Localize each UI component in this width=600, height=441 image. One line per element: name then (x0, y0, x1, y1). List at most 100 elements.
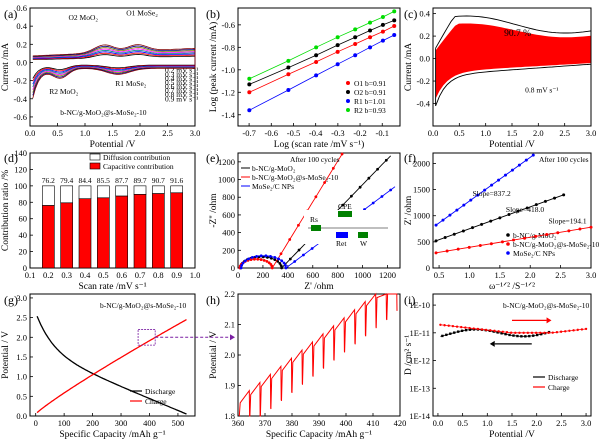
data-point (353, 35, 358, 40)
x-tick-label: 200 (86, 418, 99, 428)
data-point (368, 35, 373, 40)
data-point (310, 247, 314, 250)
data-point (273, 255, 277, 259)
y-tick-label: 80 (19, 197, 28, 207)
y-tick-label: -1.2 (222, 87, 235, 97)
data-point (489, 329, 492, 332)
capacitive-percent: 90.7 % (504, 29, 531, 39)
data-point (259, 258, 263, 261)
data-point (297, 248, 301, 252)
data-point (464, 326, 467, 329)
data-point (239, 266, 243, 270)
data-point (264, 254, 268, 258)
y-tick-label: 1000 (413, 211, 430, 221)
x-tick-label: 2.0 (531, 418, 542, 428)
circuit-w (358, 232, 368, 238)
data-point (451, 324, 455, 328)
panel-a: (a) 0.0 0.5 1.0 1.5 2.0 2.5 3.0 0.6 0.4 0.2 0.0 -0.2… (1, 3, 200, 150)
fit-line (249, 11, 395, 80)
legend-swatch (89, 162, 101, 170)
y-axis-label: Current /mA (1, 43, 11, 91)
series-label: 0.7 mV s⁻¹ (165, 86, 198, 95)
x-tick-label: 1.5 (495, 270, 506, 280)
peak-label: R2 MoO₂ (49, 87, 78, 96)
data-point (358, 185, 362, 189)
legend-marker (506, 251, 510, 255)
y-tick-label: -1.0 (222, 65, 235, 75)
data-point (380, 195, 384, 198)
x-tick-label: 0.2 (43, 270, 54, 280)
data-point (392, 23, 397, 28)
y-tick-label: 60 (19, 214, 28, 224)
y-axis-label: Log (peak current /mA) (208, 22, 219, 112)
y-tick-label: 200 (222, 245, 235, 255)
x-axis-label: Potential /V (90, 140, 136, 150)
data-point (556, 231, 560, 235)
y-tick-label: -0.2 (14, 76, 27, 86)
y-tick-label: 1E-10 (409, 300, 430, 310)
x-tick-label: 400 (340, 418, 353, 428)
data-point (564, 330, 567, 333)
y-tick-label: 1200 (218, 157, 235, 167)
series-label: 0.9 mV s⁻¹ (165, 94, 198, 103)
y-tick-label: 0.0 (419, 54, 430, 64)
data-point (448, 213, 452, 217)
peak-label: R1 MoSe₂ (115, 79, 147, 88)
y-tick-label: 0.6 (16, 3, 27, 13)
y-tick-label: 400 (222, 228, 235, 238)
x-axis-label: Potential /V (489, 430, 535, 440)
slope-label: Slope=194.1 (548, 217, 586, 226)
circuit-label: Rs (310, 215, 318, 224)
capacitive-bar (97, 197, 110, 269)
data-point (297, 223, 300, 227)
x-tick-label: 400 (281, 270, 294, 280)
x-tick-label: 380 (286, 418, 299, 428)
data-point (392, 32, 397, 37)
x-tick-label: 1.0 (464, 270, 475, 280)
peak-label: O2 MoO₂ (69, 13, 99, 22)
slope-label: Slope=418.0 (506, 205, 544, 214)
data-point (516, 334, 519, 338)
data-point (523, 236, 527, 240)
y-tick-label: 1500 (413, 185, 430, 195)
data-point (539, 332, 543, 336)
x-tick-label: 410 (367, 418, 380, 428)
data-point (443, 236, 447, 240)
data-point (323, 181, 327, 184)
x-tick-label: -0.2 (353, 128, 366, 138)
data-point (302, 253, 305, 257)
data-point (350, 194, 353, 198)
x-tick-label: -0.4 (309, 128, 323, 138)
data-point (376, 167, 379, 171)
legend-entry: Diffusion contribution (103, 153, 170, 162)
data-point (286, 88, 291, 93)
legend-marker (346, 81, 350, 85)
capacitive-bar (78, 198, 92, 269)
legend-entry: R1 b=1.01 (354, 97, 386, 106)
total-cv-curve (435, 15, 592, 107)
data-point (568, 329, 571, 333)
data-point (528, 334, 531, 338)
y-tick-label: 2.0 (16, 332, 27, 342)
data-point (584, 327, 588, 331)
x-tick-label: 200 (257, 270, 270, 280)
sample-note: b-NC/g-MoO₂@s-MoSe₂-10 (503, 301, 590, 310)
data-point (500, 240, 504, 244)
data-point (286, 72, 291, 77)
data-point (288, 257, 292, 261)
diffusion-bar (42, 185, 55, 206)
legend-marker (346, 90, 350, 94)
data-point (580, 328, 584, 331)
capacitive-bar (152, 193, 165, 269)
legend-marker (506, 242, 510, 246)
x-tick-label: 1.0 (480, 128, 491, 138)
x-tick-label: 1200 (379, 270, 396, 280)
data-point (314, 73, 319, 78)
data-point (467, 245, 471, 249)
x-tick-label: 0.6 (116, 270, 127, 280)
data-point (335, 43, 340, 48)
fit-line (249, 25, 395, 93)
x-tick-label: 2.5 (556, 418, 567, 428)
data-point (469, 198, 473, 202)
